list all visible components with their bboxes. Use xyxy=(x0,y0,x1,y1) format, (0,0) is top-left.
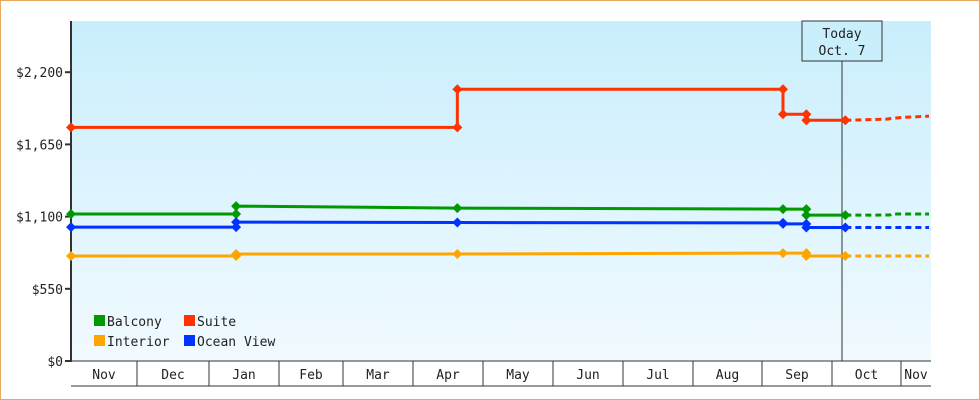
legend-swatch-ocean-view xyxy=(184,335,195,346)
data-point-suite[interactable] xyxy=(801,115,812,126)
today-label: Today xyxy=(822,27,861,42)
data-point-balcony[interactable] xyxy=(801,204,812,215)
x-tick-label: Feb xyxy=(299,368,323,383)
data-point-balcony[interactable] xyxy=(231,208,242,219)
y-axis: $0 $550 $1,100 $1,650 $2,200 xyxy=(16,21,72,370)
x-tick-label: Oct xyxy=(855,368,878,383)
legend-label-ocean-view: Ocean View xyxy=(197,335,275,350)
x-tick-label: Jun xyxy=(576,368,599,383)
y-tick-label: $0 xyxy=(47,355,63,370)
data-point-balcony[interactable] xyxy=(801,210,812,221)
x-tick-label: Dec xyxy=(161,368,184,383)
legend-swatch-suite xyxy=(184,315,195,326)
series-ocean-view xyxy=(66,217,929,233)
data-point-interior[interactable] xyxy=(231,249,242,260)
today-date: Oct. 7 xyxy=(819,44,866,59)
x-tick-label: Sep xyxy=(785,368,809,383)
data-point-suite[interactable] xyxy=(840,115,851,126)
forecast-line-balcony xyxy=(845,212,929,217)
today-marker: Today Oct. 7 xyxy=(801,20,883,361)
data-point-balcony[interactable] xyxy=(778,204,788,215)
data-point-suite[interactable] xyxy=(452,84,463,95)
x-tick-label: Mar xyxy=(366,368,390,383)
data-point-interior[interactable] xyxy=(778,248,788,259)
x-axis: Nov Dec Jan Feb Mar Apr May Jun Jul Aug Sep Oct Nov xyxy=(71,360,931,387)
data-point-balcony[interactable] xyxy=(840,210,851,221)
data-point-suite[interactable] xyxy=(778,109,788,120)
data-point-suite[interactable] xyxy=(778,84,788,95)
legend-label-interior: Interior xyxy=(107,335,170,350)
series-interior xyxy=(66,248,929,261)
data-point-ocean-view[interactable] xyxy=(231,217,242,228)
data-point-balcony[interactable] xyxy=(452,203,463,214)
data-point-interior[interactable] xyxy=(452,249,463,260)
legend: Balcony Suite Interior Ocean View xyxy=(94,315,275,350)
series-balcony xyxy=(66,201,929,221)
data-point-balcony[interactable] xyxy=(231,201,242,212)
today-box xyxy=(801,20,883,62)
plot-area xyxy=(71,21,931,361)
x-tick-label: Nov xyxy=(904,368,928,383)
forecast-line-suite xyxy=(845,114,930,122)
data-point-ocean-view[interactable] xyxy=(452,217,463,228)
legend-swatch-balcony xyxy=(94,315,105,326)
data-point-balcony[interactable] xyxy=(66,208,76,219)
data-point-interior[interactable] xyxy=(66,250,76,261)
legend-swatch-interior xyxy=(94,335,105,346)
y-tick-label: $2,200 xyxy=(16,66,63,81)
legend-label-balcony: Balcony xyxy=(107,315,162,330)
y-tick-label: $550 xyxy=(32,283,63,298)
data-point-suite[interactable] xyxy=(801,109,812,120)
series-suite xyxy=(66,84,930,133)
x-tick-label: May xyxy=(506,368,530,383)
legend-label-suite: Suite xyxy=(197,315,236,330)
x-tick-label: Jan xyxy=(232,368,255,383)
x-tick-label: Nov xyxy=(92,368,116,383)
data-point-suite[interactable] xyxy=(452,122,463,133)
y-tick-label: $1,650 xyxy=(16,138,63,153)
data-point-interior[interactable] xyxy=(840,250,851,261)
data-point-ocean-view[interactable] xyxy=(840,222,851,233)
data-point-ocean-view[interactable] xyxy=(778,218,788,229)
x-tick-label: Jul xyxy=(646,368,669,383)
x-tick-label: Aug xyxy=(716,368,739,383)
y-tick-label: $1,100 xyxy=(16,211,63,226)
series-group xyxy=(66,84,930,261)
data-point-interior[interactable] xyxy=(801,250,812,261)
data-point-ocean-view[interactable] xyxy=(66,222,76,233)
x-tick-label: Apr xyxy=(436,368,460,383)
data-point-ocean-view[interactable] xyxy=(801,222,812,233)
data-point-suite[interactable] xyxy=(66,122,76,133)
